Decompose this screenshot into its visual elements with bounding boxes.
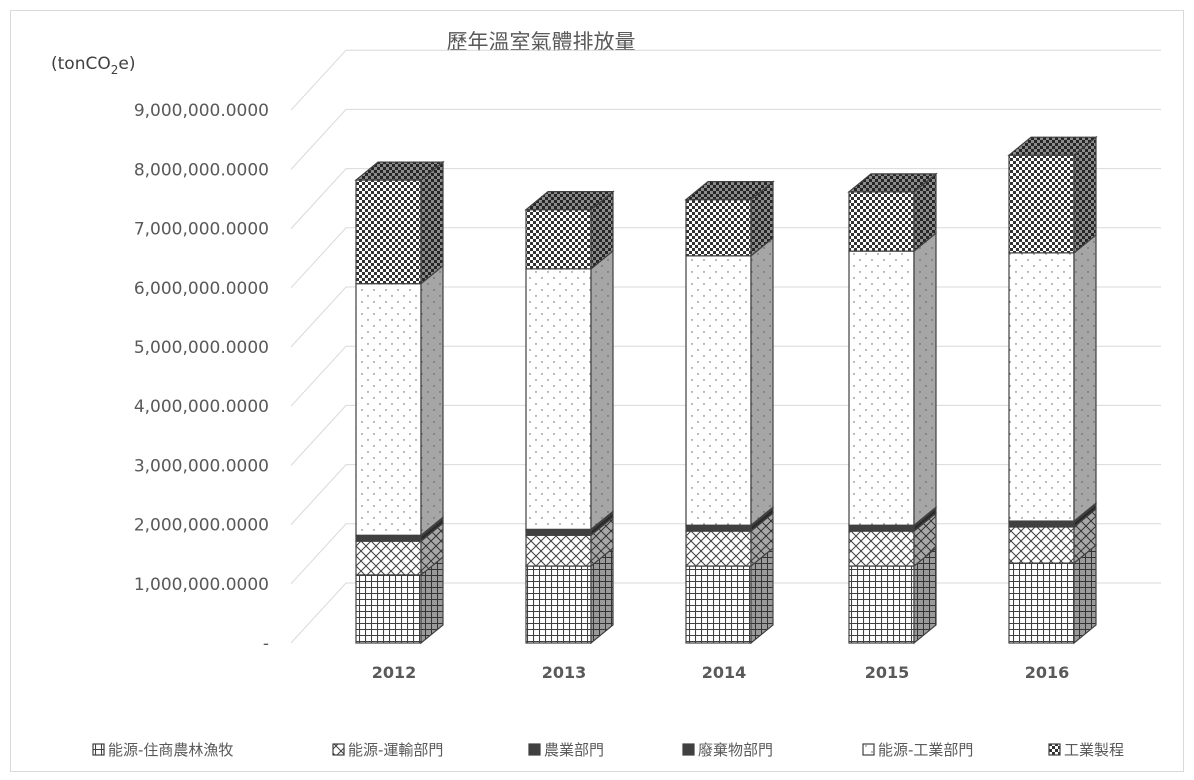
bar-segment-front <box>848 530 915 567</box>
x-axis-tick-labels: 2012 2013 2014 2015 2016 <box>372 663 1070 682</box>
bar-segment-front <box>685 255 752 526</box>
bar-segment-side <box>750 236 774 527</box>
bar-stack-2013 <box>524 190 615 645</box>
y-unit-prefix: (tonCO <box>51 54 111 74</box>
y-tick-label: 2,000,000.0000 <box>134 516 269 536</box>
bar-segment-front <box>355 540 422 576</box>
y-tick-label: 4,000,000.0000 <box>134 397 269 417</box>
legend-swatch <box>682 743 695 756</box>
bar-segment-front <box>1008 252 1075 522</box>
bar-segment-front <box>685 525 752 532</box>
y-tick-label: 3,000,000.0000 <box>134 456 269 476</box>
legend-item: 能源-工業部門 <box>862 741 973 759</box>
bar-segment-front <box>848 525 915 532</box>
legend-swatch <box>332 743 345 756</box>
legend-swatch <box>862 743 875 756</box>
x-tick-label: 2014 <box>702 663 747 682</box>
gridline <box>290 49 1161 111</box>
bar-segment-side <box>590 249 614 531</box>
bar-top-face <box>524 191 615 211</box>
bar-segment-front <box>355 535 422 542</box>
legend-label: 工業製程 <box>1064 741 1124 759</box>
y-tick-label: 1,000,000.0000 <box>134 575 269 595</box>
bar-stack-2015 <box>847 172 938 645</box>
bar-segment-front <box>1008 521 1075 528</box>
bar-segment-side <box>1073 233 1097 523</box>
chart-frame: 歷年溫室氣體排放量 (tonCO2e) -1,000,000.0000 2,000… <box>10 10 1184 772</box>
legend-label: 農業部門 <box>544 741 604 759</box>
bar-top-face <box>684 180 775 201</box>
y-tick-label: - <box>263 634 269 654</box>
bar-segment-side <box>420 160 444 285</box>
bar-segment-front <box>848 191 915 252</box>
bar-segment-front <box>355 283 422 536</box>
y-unit-suffix: e) <box>118 54 135 74</box>
bar-stack-2014 <box>684 180 775 645</box>
legend-label: 廢棄物部門 <box>698 741 773 759</box>
bar-stack-2012 <box>354 160 445 645</box>
legend-swatch <box>1048 743 1061 756</box>
bar-segment-front <box>685 565 752 644</box>
bar-segment-front <box>525 209 592 270</box>
bar-segment-front <box>1008 526 1075 564</box>
y-axis-tick-labels: - 1,000,000.0000 2,000,000.0000 3,000,000.0… <box>134 101 269 654</box>
bar-segment-front <box>525 534 592 567</box>
x-tick-label: 2016 <box>1025 663 1070 682</box>
bar-segment-front <box>525 565 592 644</box>
gridline <box>290 108 1161 170</box>
bar-segment-front <box>525 529 592 536</box>
bar-segment-front <box>685 530 752 567</box>
bar-segment-front <box>525 268 592 530</box>
bar-segment-front <box>848 565 915 644</box>
y-tick-label: 9,000,000.0000 <box>134 101 269 121</box>
legend-item: 能源-住商農林漁牧 <box>92 741 233 759</box>
legend-item: 農業部門 <box>528 741 604 759</box>
gridline <box>290 168 1161 229</box>
chart-canvas: 歷年溫室氣體排放量 (tonCO2e) -1,000,000.00002,000… <box>51 30 1161 759</box>
bar-stack-2016 <box>1007 135 1098 645</box>
x-tick-label: 2012 <box>372 663 417 682</box>
y-axis-unit-label: (tonCO2e) <box>51 54 135 77</box>
bar-top-face <box>1007 136 1098 156</box>
bar-segment-side <box>913 231 937 527</box>
legend-item: 工業製程 <box>1048 741 1124 759</box>
bar-segment-side <box>1073 135 1097 255</box>
y-tick-label: 6,000,000.0000 <box>134 279 269 299</box>
legend-label: 能源-住商農林漁牧 <box>108 741 233 759</box>
legend-item: 能源-運輸部門 <box>332 741 443 759</box>
y-unit-subscript: 2 <box>111 63 119 77</box>
bar-top-face <box>847 173 938 193</box>
y-tick-label: 7,000,000.0000 <box>134 220 269 240</box>
bar-segment-side <box>420 264 444 537</box>
y-tick-label: 8,000,000.0000 <box>134 160 269 180</box>
legend: 能源-住商農林漁牧 能源-運輸部門 農業部門 廢棄物部門 能源-工業部門 工業製程 <box>92 741 1124 759</box>
bar-top-face <box>354 161 445 181</box>
legend-swatch <box>528 743 541 756</box>
bar-segment-front <box>355 574 422 644</box>
bar-segment-front <box>1008 154 1075 254</box>
bar-stacks <box>354 135 1098 645</box>
legend-label: 能源-工業部門 <box>878 741 973 759</box>
x-tick-label: 2015 <box>865 663 910 682</box>
bar-segment-front <box>355 179 422 285</box>
bar-segment-front <box>848 250 915 526</box>
y-tick-label: 5,000,000.0000 <box>134 338 269 358</box>
bar-segment-front <box>685 198 752 257</box>
x-tick-label: 2013 <box>542 663 587 682</box>
legend-label: 能源-運輸部門 <box>348 741 443 759</box>
bar-segment-front <box>1008 562 1075 644</box>
legend-swatch <box>92 743 105 756</box>
legend-item: 廢棄物部門 <box>682 741 773 759</box>
